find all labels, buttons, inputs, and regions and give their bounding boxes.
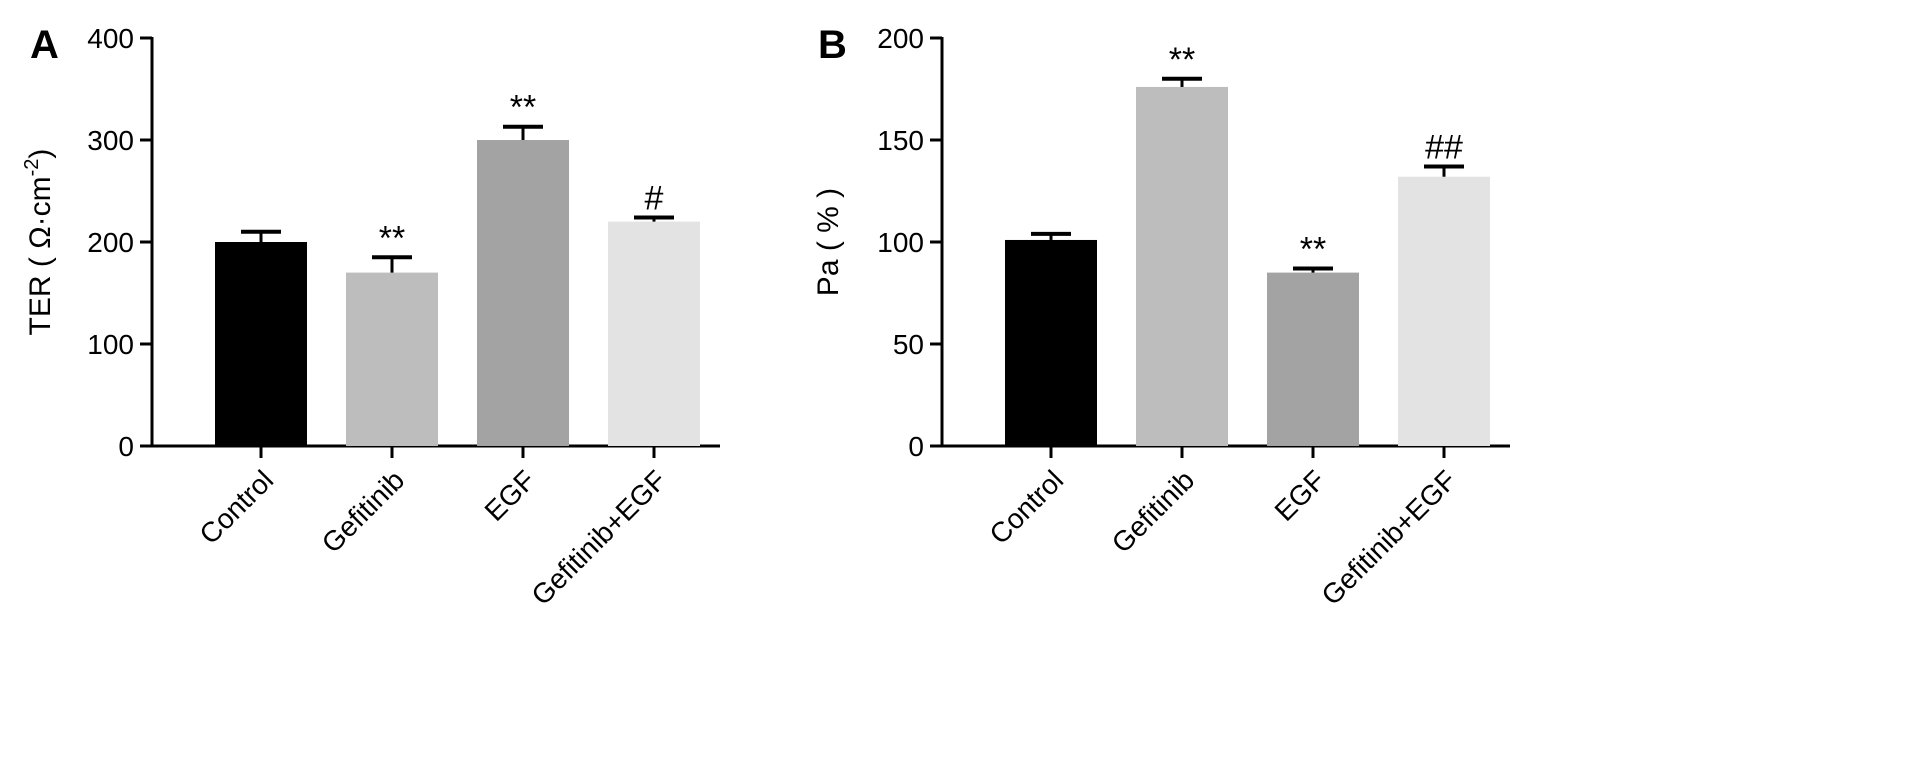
y-axis-title: Pa ( % ) [812,188,845,296]
significance-marker: ** [510,89,536,127]
x-category-label: Gefitinib [316,464,411,559]
bar-gefitinib-egf [1398,176,1490,446]
bar-gefitinib-egf [608,221,700,446]
bar-egf [477,140,569,446]
bar-control [1005,239,1097,446]
bar-gefitinib [346,272,438,446]
significance-marker: # [645,180,664,218]
y-tick-label: 50 [893,329,924,360]
x-category-label: Gefitinib [1106,464,1201,559]
x-category-label: Control [983,464,1069,550]
significance-marker: ** [1169,41,1195,79]
y-axis-title-suffix: ) [24,149,57,159]
x-category-label: Gefitinib+EGF [1315,464,1462,611]
significance-marker: ## [1425,129,1463,167]
panel-a: A 0 100 200 300 400 TER ( Ω·cm-2) Control ** Gefi… [21,23,720,611]
panel-b: B 0 50 100 150 200 Pa ( % ) Control ** Gefitinib *… [812,23,1510,611]
panel-letter: A [30,23,59,67]
bar-control [215,242,307,446]
y-tick-label: 100 [87,329,134,360]
x-category-label: Gefitinib+EGF [525,464,672,611]
y-tick-label: 0 [908,431,924,462]
significance-marker: ** [379,219,405,257]
y-tick-label: 100 [877,227,924,258]
y-tick-label: 200 [877,23,924,54]
panel-letter: B [818,23,847,67]
y-tick-label: 150 [877,125,924,156]
x-category-label: Control [193,464,279,550]
x-category-label: EGF [479,464,542,527]
bar-gefitinib [1136,86,1228,447]
significance-marker: ** [1300,231,1326,269]
y-tick-label: 400 [87,23,134,54]
y-tick-label: 300 [87,125,134,156]
y-axis-title-text: TER ( Ω·cm [24,176,57,335]
y-axis-title: TER ( Ω·cm-2) [21,149,57,336]
y-tick-label: 0 [118,431,134,462]
x-category-label: EGF [1269,464,1332,527]
y-axis-title-text: Pa ( % ) [812,188,845,296]
y-tick-label: 200 [87,227,134,258]
y-axis-title-superscript: -2 [21,159,43,177]
bar-egf [1267,272,1359,446]
